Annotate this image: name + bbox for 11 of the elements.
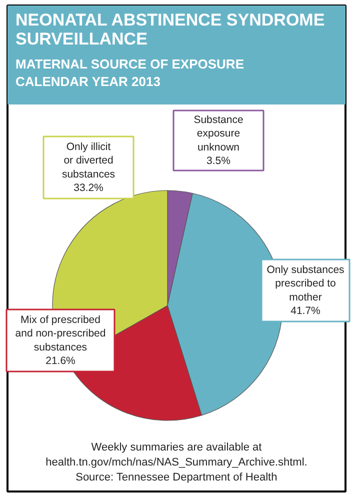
data-label: 21.6% [46, 355, 76, 368]
slice-label: Mix of prescribed and non-prescribed substances [15, 314, 106, 354]
data-label: 41.7% [290, 305, 320, 318]
slice-label: Only illicit or diverted substances [62, 140, 116, 180]
slice-label: Substance exposure unknown [194, 114, 244, 154]
text: Weekly summaries are available at health.tn.gov/mch/nas/NAS_Summary_Archive.shtml. Source: Tennessee Department of Health [46, 442, 308, 484]
chart-subtitle: MATERNAL SOURCE OF EXPOSURE CALENDAR YEAR 2013 [16, 56, 244, 89]
slice-label: Only substances prescribed to mother [266, 264, 344, 304]
chart-title: NEONATAL ABSTINENCE SYNDROME SURVEILLANCE [16, 10, 325, 48]
data-label: 3.5% [206, 155, 230, 168]
data-label: 33.2% [74, 182, 104, 194]
